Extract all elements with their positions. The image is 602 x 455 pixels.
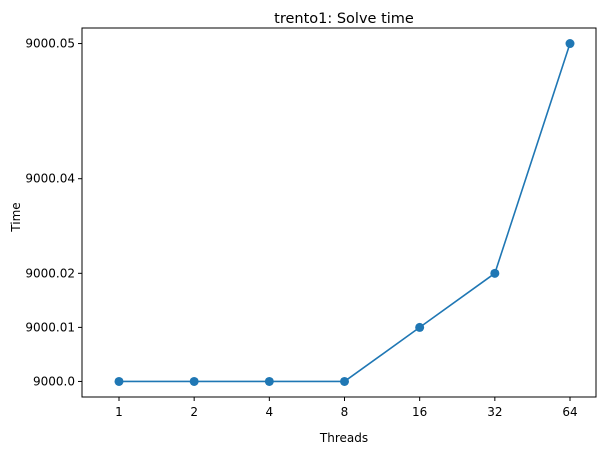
data-point (189, 376, 199, 386)
y-tick-label: 9000.02 (25, 266, 75, 280)
y-tick-label: 9000.04 (25, 172, 75, 186)
y-axis: 9000.0 9000.01 9000.02 9000.04 9000.05 (25, 37, 82, 388)
x-tick-label: 4 (266, 405, 274, 419)
data-point (565, 39, 575, 49)
x-axis: 1 2 4 8 16 32 64 (115, 397, 578, 419)
x-tick-label: 1 (115, 405, 123, 419)
y-axis-label: Time (9, 202, 23, 232)
x-tick-label: 8 (341, 405, 349, 419)
x-tick-label: 64 (562, 405, 577, 419)
chart-title: trento1: Solve time (274, 11, 414, 27)
x-tick-label: 2 (190, 405, 198, 419)
y-tick-label: 9000.0 (33, 374, 75, 388)
series-layer (114, 39, 575, 386)
plot-frame (81, 27, 597, 398)
y-tick-label: 9000.01 (25, 320, 75, 334)
x-axis-label: Threads (319, 431, 368, 445)
data-point (415, 322, 425, 332)
y-tick-label: 9000.05 (25, 37, 75, 51)
x-tick-label: 16 (412, 405, 427, 419)
data-point (114, 376, 124, 386)
x-tick-label: 32 (487, 405, 502, 419)
data-point (490, 268, 500, 278)
series-line (119, 43, 571, 383)
data-point (340, 376, 349, 386)
data-point (264, 376, 274, 386)
